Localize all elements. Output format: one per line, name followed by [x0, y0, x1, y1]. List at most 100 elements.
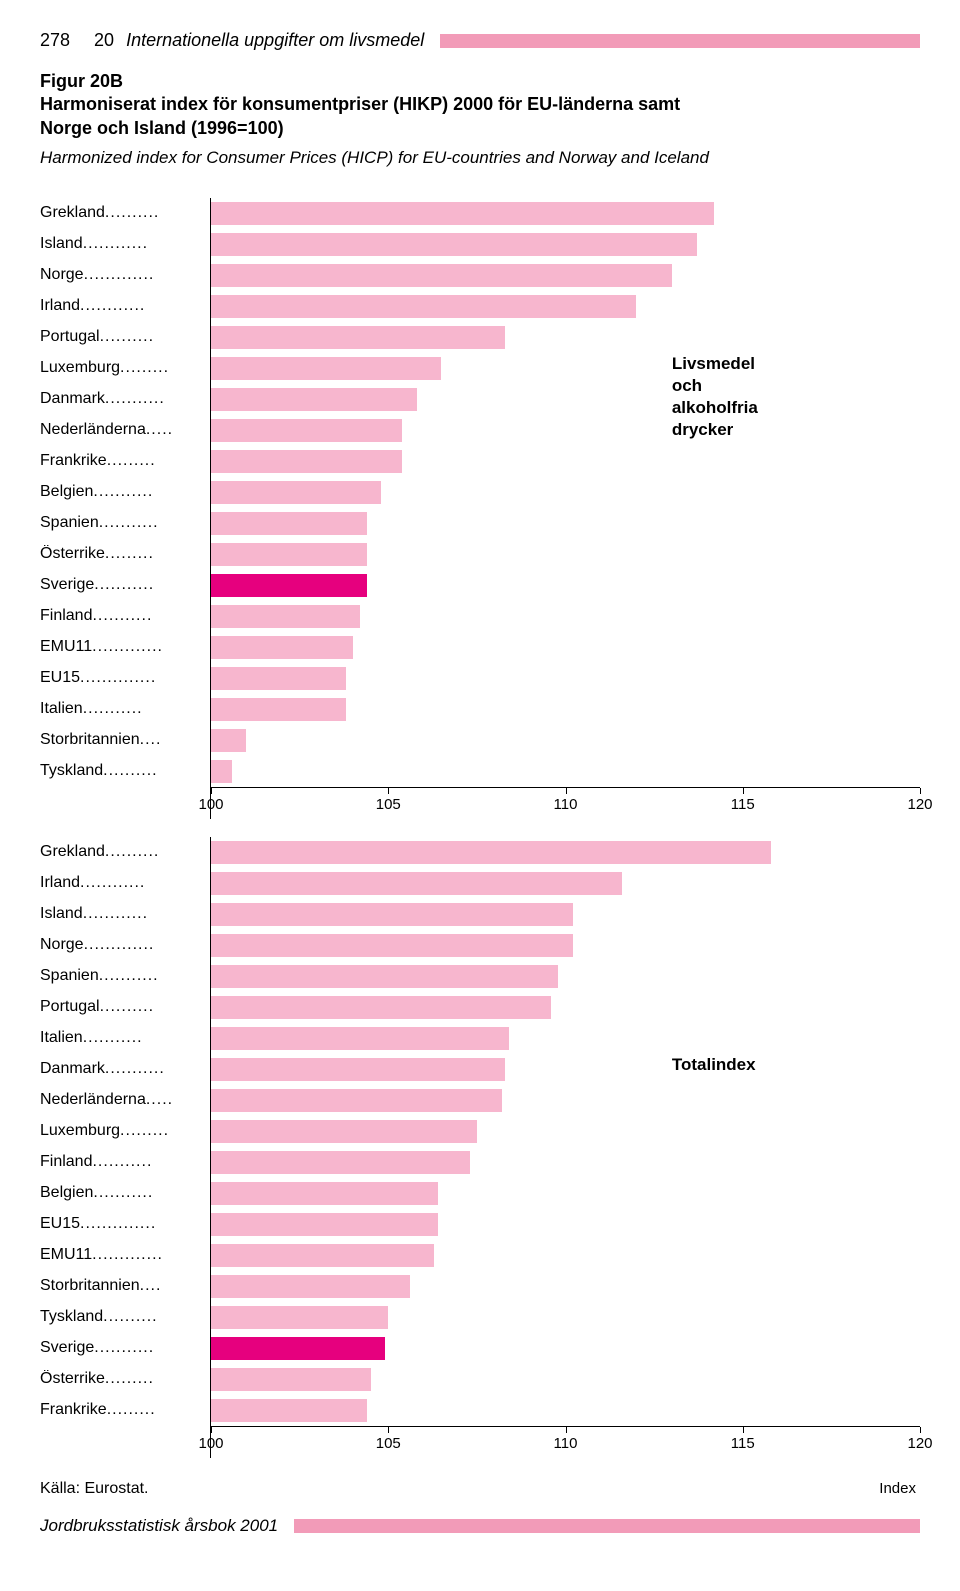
chart-row: Tyskland.......... [40, 1302, 920, 1333]
chart-row: Finland........... [40, 601, 920, 632]
page-footer: Jordbruksstatistisk årsbok 2001 [40, 1516, 920, 1536]
chart-row: Island............ [40, 899, 920, 930]
bar [211, 1399, 367, 1422]
plot-area [210, 601, 920, 632]
plot-area [210, 477, 920, 508]
row-label: Danmark........... [40, 1060, 210, 1078]
row-label: Grekland.......... [40, 204, 210, 222]
axis-plot: 100105110115120 [210, 787, 920, 819]
axis-tick-label: 105 [376, 1435, 401, 1452]
row-label: Spanien........... [40, 967, 210, 985]
chart-row: Danmark........... [40, 384, 920, 415]
plot-area [210, 899, 920, 930]
row-label: Luxemburg......... [40, 1122, 210, 1140]
bar [211, 760, 232, 783]
chart-row: Portugal.......... [40, 992, 920, 1023]
axis-tick-label: 105 [376, 796, 401, 813]
row-label: Finland........... [40, 1153, 210, 1171]
chart-row: Tyskland.......... [40, 756, 920, 787]
row-label: Island............ [40, 235, 210, 253]
plot-area [210, 1085, 920, 1116]
bar [211, 1275, 410, 1298]
bar [211, 903, 573, 926]
row-label: Österrike......... [40, 545, 210, 563]
footer-title: Jordbruksstatistisk årsbok 2001 [40, 1516, 278, 1536]
chart-row: EU15.............. [40, 1209, 920, 1240]
axis-tick [566, 788, 567, 794]
chart-row: Finland........... [40, 1147, 920, 1178]
row-label: EU15.............. [40, 669, 210, 687]
chart-row: Luxemburg.........Livsmedel och alkoholf… [40, 353, 920, 384]
bar [211, 1306, 388, 1329]
bar [211, 233, 697, 256]
plot-area [210, 1364, 920, 1395]
chart-row: Irland............ [40, 291, 920, 322]
plot-area [210, 1209, 920, 1240]
bar [211, 264, 672, 287]
plot-area [210, 756, 920, 787]
chart-row: Grekland.......... [40, 198, 920, 229]
row-label: Belgien........... [40, 1184, 210, 1202]
axis-tick-label: 120 [907, 1435, 932, 1452]
bar [211, 841, 771, 864]
plot-area [210, 930, 920, 961]
bar [211, 1182, 438, 1205]
plot-area [210, 446, 920, 477]
axis-tick-label: 115 [731, 796, 755, 813]
chart-row: Sverige........... [40, 1333, 920, 1364]
chart-row: Nederländerna..... [40, 415, 920, 446]
row-label: Nederländerna..... [40, 421, 210, 439]
axis-tick [566, 1427, 567, 1433]
plot-area [210, 539, 920, 570]
bar [211, 729, 246, 752]
bar [211, 295, 636, 318]
row-label: Finland........... [40, 607, 210, 625]
chart-row: Island............ [40, 229, 920, 260]
header-decor-bar [440, 34, 920, 48]
plot-area: Totalindex [210, 1054, 920, 1085]
plot-area [210, 1271, 920, 1302]
chart-row: Storbritannien.... [40, 725, 920, 756]
chart-row: Luxemburg......... [40, 1116, 920, 1147]
plot-area [210, 415, 920, 446]
row-label: Norge............. [40, 936, 210, 954]
plot-area [210, 725, 920, 756]
bar [211, 1151, 470, 1174]
axis-tick [743, 788, 744, 794]
row-label: Storbritannien.... [40, 1277, 210, 1295]
chart-row: Österrike......... [40, 1364, 920, 1395]
axis-row: 100105110115120 [40, 787, 920, 819]
row-label: EMU11............. [40, 1246, 210, 1264]
plot-area [210, 322, 920, 353]
x-axis-label: Index [879, 1480, 916, 1497]
bar [211, 1337, 385, 1360]
axis-tick [211, 788, 212, 794]
axis-tick [920, 1427, 921, 1433]
bar [211, 202, 714, 225]
row-label: Österrike......... [40, 1370, 210, 1388]
chart-row: EU15.............. [40, 663, 920, 694]
row-label: Spanien........... [40, 514, 210, 532]
axis-plot: 100105110115120 [210, 1426, 920, 1458]
row-label: Nederländerna..... [40, 1091, 210, 1109]
chart-row: Nederländerna..... [40, 1085, 920, 1116]
plot-area [210, 694, 920, 725]
axis-tick-label: 120 [907, 796, 932, 813]
chart-row: Spanien........... [40, 508, 920, 539]
bar [211, 1244, 434, 1267]
bar [211, 965, 558, 988]
bar [211, 388, 417, 411]
chart-row: Italien........... [40, 1023, 920, 1054]
axis-tick-label: 115 [731, 1435, 755, 1452]
figure-title-line1: Harmoniserat index för konsumentpriser (… [40, 92, 920, 116]
bar [211, 698, 346, 721]
row-label: Luxemburg......... [40, 359, 210, 377]
bar [211, 1213, 438, 1236]
chart-row: Grekland.......... [40, 837, 920, 868]
chart-row: Belgien........... [40, 477, 920, 508]
plot-area [210, 1116, 920, 1147]
chart-row: Norge............. [40, 260, 920, 291]
chart-row: EMU11............. [40, 632, 920, 663]
row-label: Sverige........... [40, 576, 210, 594]
row-label: Danmark........... [40, 390, 210, 408]
